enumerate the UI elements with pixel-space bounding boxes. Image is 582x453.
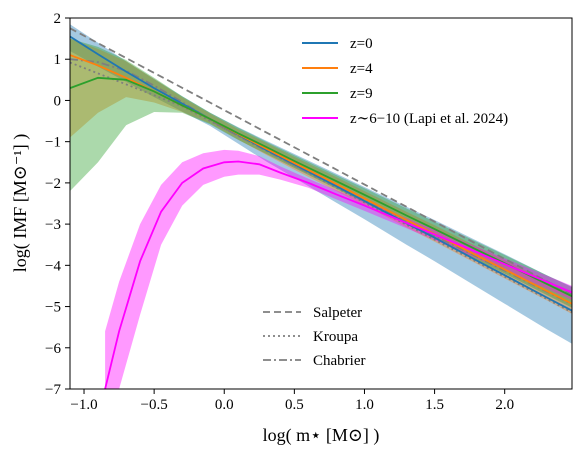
plot-frame (69, 17, 573, 390)
y-tick-label: 0 (54, 93, 62, 109)
series-line-1 (70, 35, 572, 312)
x-tick-label: 1.5 (425, 397, 444, 413)
series-lines (70, 35, 572, 389)
x-axis-label: log( m⋆ [M⊙] ) (263, 425, 380, 446)
legend-label: Kroupa (313, 329, 358, 345)
legend-label: z=9 (350, 86, 373, 102)
x-tick-label: 1.0 (355, 397, 374, 413)
y-tick-label: −1 (45, 135, 61, 151)
band-series-1 (70, 24, 572, 344)
y-tick-label: −4 (45, 258, 61, 274)
series-line-3 (70, 76, 572, 298)
x-tick-label: 0.0 (215, 397, 234, 413)
y-axis-ticks: −7 −6 −5 −4 −3 −2 −1 0 1 2 (45, 11, 70, 398)
legend-redshift: z=0 z=4 z=9 z∼6−10 (Lapi et al. 2024) (302, 36, 508, 127)
legend-reference-imfs: Salpeter Kroupa Chabrier (263, 305, 365, 369)
x-axis-ticks: −1.0 −0.5 0.0 0.5 1.0 1.5 2.0 (70, 389, 514, 413)
y-tick-label: −5 (45, 300, 61, 316)
y-axis-label: log( IMF [M⊙⁻¹] ) (10, 134, 31, 272)
series-line-4 (104, 160, 572, 389)
y-tick-label: −3 (45, 217, 61, 233)
legend-label: Chabrier (313, 353, 365, 369)
x-tick-label: −1.0 (70, 397, 97, 413)
legend-label: z∼6−10 (Lapi et al. 2024) (350, 111, 508, 127)
y-tick-label: −6 (45, 341, 61, 357)
legend-label: z=0 (350, 36, 373, 52)
band-series-4 (105, 149, 572, 389)
y-tick-label: −7 (45, 382, 61, 398)
y-tick-label: 2 (54, 11, 62, 27)
reference-line-salpeter (70, 27, 572, 296)
x-tick-label: −0.5 (141, 397, 168, 413)
legend-label: z=4 (350, 61, 373, 77)
x-tick-label: 2.0 (495, 397, 514, 413)
x-tick-label: 0.5 (285, 397, 304, 413)
legend-label: Salpeter (313, 305, 362, 321)
y-tick-label: −2 (45, 176, 61, 192)
y-tick-label: 1 (54, 52, 62, 68)
